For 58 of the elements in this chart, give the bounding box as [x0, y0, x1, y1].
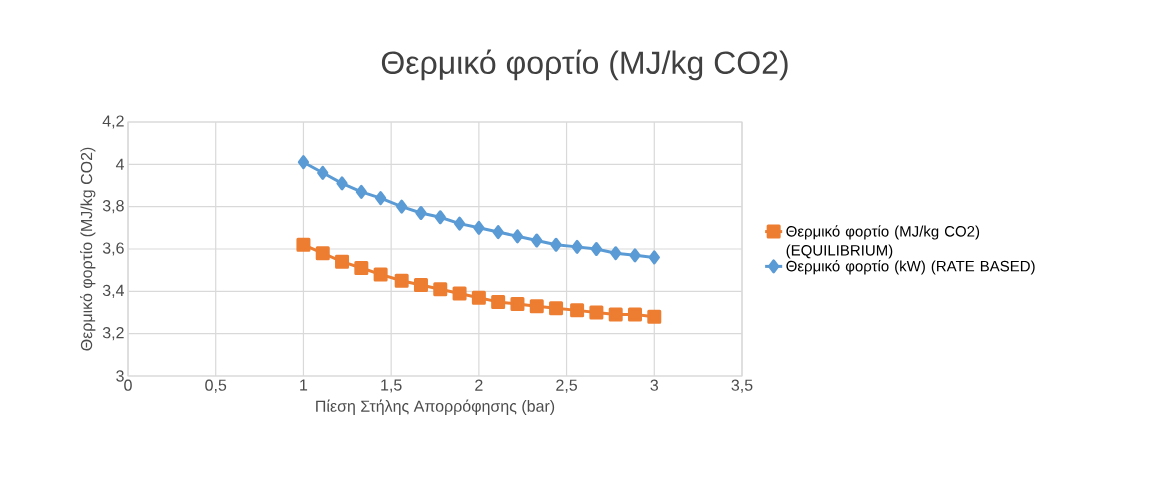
y-tick-label: 3,6 [102, 242, 124, 256]
point [317, 165, 329, 180]
point [610, 246, 622, 261]
y-tick-label: 4,2 [102, 115, 124, 129]
x-axis-title: Πίεση Στήλης Απορρόφησης (bar) [316, 399, 555, 415]
point [510, 297, 525, 312]
y-axis-title: Θερμικό φορτίο (MJ/kg CO2) [80, 147, 96, 351]
point [629, 248, 641, 263]
point [433, 282, 448, 297]
point [355, 184, 367, 199]
point [297, 155, 310, 170]
point [415, 206, 427, 220]
point [531, 233, 543, 248]
y-tick-label: 3,2 [102, 327, 124, 341]
point [608, 307, 623, 322]
chart-title: Θερμικό φορτίο (MJ/kg CO2) [381, 49, 788, 81]
point [647, 309, 662, 324]
y-tick-label: 3,8 [102, 200, 124, 214]
point [296, 237, 311, 252]
x-tick-label: 2,5 [556, 379, 578, 393]
point [529, 299, 544, 314]
point [452, 286, 467, 301]
point [434, 210, 446, 225]
point [471, 290, 486, 305]
point [336, 176, 348, 191]
point [373, 267, 388, 282]
point [396, 199, 408, 214]
point [627, 307, 642, 322]
point [590, 241, 603, 256]
point [453, 216, 466, 231]
y-tick-label: 3,4 [102, 284, 125, 298]
point [315, 246, 330, 261]
point [511, 229, 524, 244]
x-tick-label: 1,5 [381, 379, 402, 393]
legend-label: Θερμικό φορτίο (kW) (RATE BASED) [786, 260, 1035, 275]
point [549, 301, 564, 316]
point [491, 294, 506, 309]
point [589, 305, 604, 320]
point [394, 273, 409, 288]
point [375, 191, 387, 206]
point [570, 303, 585, 318]
point [335, 254, 350, 269]
y-tick-label: 3 [116, 370, 124, 382]
point [550, 237, 562, 252]
x-tick-label: 0,5 [205, 379, 227, 393]
x-tick-label: 2 [475, 379, 483, 391]
x-tick-label: 3 [650, 379, 659, 391]
point [648, 250, 660, 265]
point [571, 239, 583, 254]
x-tick-label: 3,5 [731, 379, 753, 393]
point [413, 277, 428, 292]
y-tick-label: 4 [115, 158, 125, 170]
point [492, 225, 504, 240]
legend-label: Θερμικό φορτίο (MJ/kg CO2) (EQUILIBRIUM) [786, 225, 980, 259]
point [354, 261, 369, 276]
x-tick-label: 1 [300, 379, 308, 391]
point [473, 220, 485, 235]
x-tick-label: 0 [124, 379, 132, 391]
